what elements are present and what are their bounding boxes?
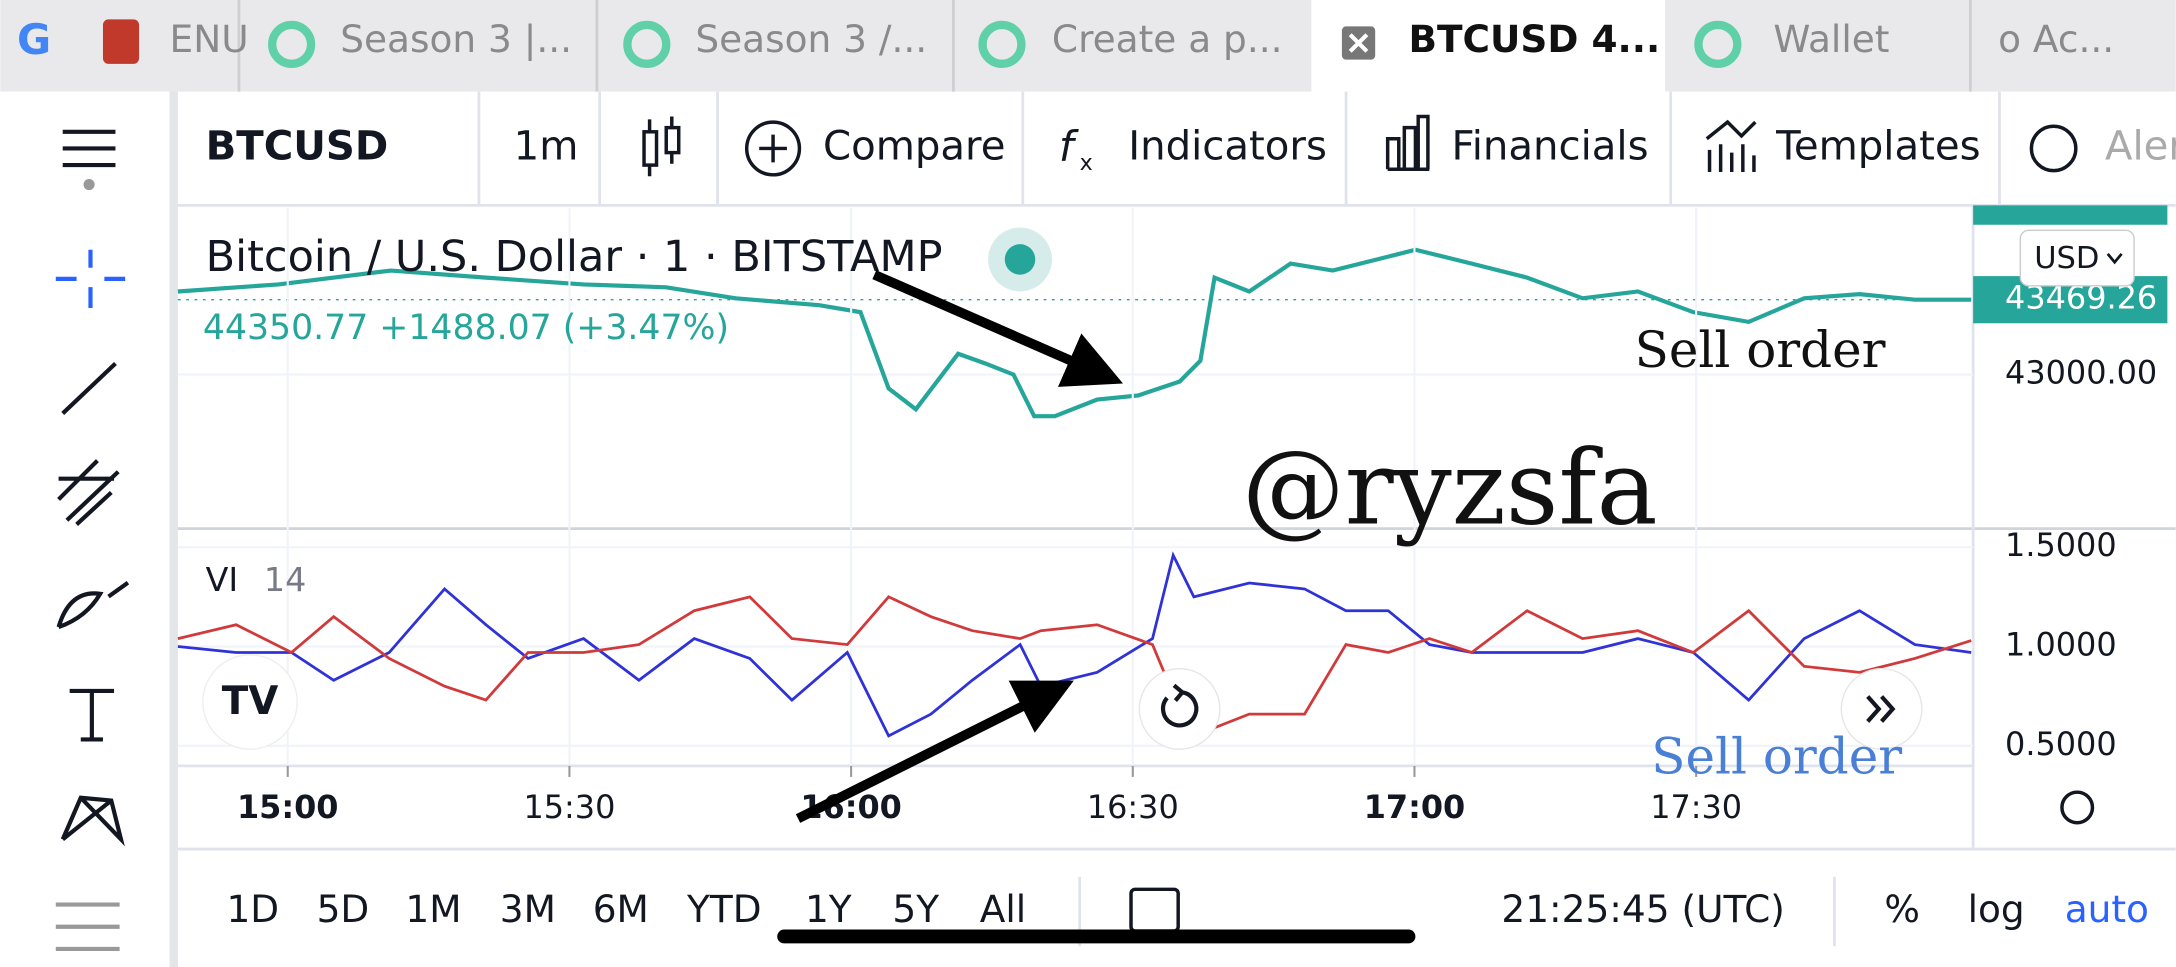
brush-tool[interactable] [56, 581, 130, 630]
tab-title[interactable]: Season 3 |... [340, 17, 572, 62]
y-tick-label: 0.5000 [2005, 725, 2117, 763]
line-tool[interactable] [61, 361, 117, 415]
status-dot [1004, 244, 1036, 275]
toolbar-item[interactable]: Aler [2105, 123, 2176, 169]
google-icon: G [17, 15, 51, 64]
price-label-top [1973, 205, 2168, 225]
y-tick-label: 1.5000 [2005, 526, 2117, 564]
interval[interactable]: 1m [514, 123, 579, 169]
top-toolbar: BTCUSD 1m f x Compare Indicators Financi… [177, 91, 2176, 207]
menu-icon[interactable] [62, 129, 116, 168]
scale-option[interactable]: % [1884, 887, 1920, 931]
compare-icon [744, 120, 802, 177]
compare-icon [759, 134, 787, 163]
range-button[interactable]: 5D [317, 887, 370, 931]
series-line [177, 551, 1972, 738]
arrow [872, 270, 1124, 387]
tab-icon [268, 20, 316, 68]
range-button[interactable]: 3M [500, 887, 556, 931]
annotation: Sell order [1635, 321, 1886, 379]
left-toolbar [0, 91, 178, 967]
reset-icon [1161, 683, 1199, 728]
text-tool[interactable] [69, 688, 115, 742]
overlay: Bitcoin / U.S. Dollar · 1 · BITSTAMP 443… [202, 205, 2168, 825]
range-button[interactable]: 1D [226, 887, 279, 931]
close-x [1348, 33, 1369, 53]
candle-icon[interactable] [642, 130, 659, 167]
y-tick-label: 43000.00 [2005, 354, 2157, 392]
range-button[interactable]: All [980, 887, 1026, 931]
tab-title[interactable]: BTCUSD 4... [1408, 17, 1660, 61]
range-button[interactable]: 1M [405, 887, 461, 931]
scroll-icon [1866, 695, 1896, 723]
x-tick-label: 16:30 [1087, 788, 1179, 826]
toolbar-item[interactable]: Financials [1451, 123, 1648, 169]
watermark: @ryzsfa [1242, 429, 1658, 548]
arrow [795, 680, 1074, 823]
series-line [177, 247, 1972, 419]
tab-icon [102, 19, 140, 64]
tab-title[interactable]: ENU [170, 17, 249, 61]
y-tick-label: 1.0000 [2005, 626, 2117, 664]
indicator-title: VI [206, 560, 239, 599]
x-tick-label: 15:30 [523, 788, 615, 826]
candle-icon [664, 125, 681, 155]
indicator-length: 14 [264, 560, 306, 599]
legend-values: 44350.77 +1488.07 (+3.47%) [203, 308, 729, 348]
x-tick-label: 17:30 [1650, 788, 1742, 826]
range-button[interactable]: 5Y [892, 887, 939, 931]
menu-dot [83, 178, 95, 191]
sidebar-bg [0, 91, 170, 967]
annotation: Sell order [1651, 727, 1902, 785]
candle-icon [647, 116, 674, 177]
chart-title: Bitcoin / U.S. Dollar · 1 · BITSTAMP [206, 232, 943, 282]
x-tick-label: 15:00 [237, 788, 339, 826]
range-button[interactable]: 1Y [805, 887, 852, 931]
fx-icon: f [1059, 122, 1079, 171]
reset-button[interactable] [1138, 668, 1221, 750]
settings-icon[interactable] [2060, 790, 2095, 825]
toolbar-item[interactable]: Indicators [1128, 123, 1327, 169]
tab-icon [1694, 20, 1742, 68]
dropdown-caret [2106, 253, 2123, 265]
tv-logo[interactable] [202, 654, 298, 750]
clock: 21:25:45 (UTC) [1501, 887, 1784, 931]
calendar-icon[interactable] [1129, 887, 1180, 933]
crosshair-icon[interactable] [55, 249, 126, 308]
pattern-tool[interactable] [60, 795, 125, 847]
range-button[interactable]: YTD [686, 887, 762, 931]
fx-icon: x [1080, 150, 1093, 176]
measure-tool[interactable] [55, 902, 120, 952]
tab-title[interactable]: Wallet [1773, 17, 1889, 61]
tv-logo-text: TV [222, 679, 279, 724]
fib-tool[interactable] [57, 459, 120, 526]
toolbar-item[interactable]: Compare [823, 123, 1005, 169]
sidebar-border [169, 91, 178, 967]
currency[interactable]: USD [2034, 241, 2099, 276]
tab-title[interactable]: Create a p... [1052, 17, 1283, 61]
scale-option[interactable]: auto [2065, 887, 2149, 931]
x-tick-label: 17:00 [1364, 788, 1466, 826]
toolbar-item[interactable]: Templates [1775, 123, 1980, 169]
templates-icon [1705, 119, 1757, 173]
range-button[interactable]: 6M [593, 887, 649, 931]
tab-title[interactable]: o Ac... [1998, 17, 2114, 61]
currency-select[interactable] [2019, 229, 2135, 287]
alert-icon [2029, 124, 2078, 173]
series-line [177, 595, 1972, 738]
tab-bar: G ENU Season 3 |... Season 3 /... Create… [0, 0, 2176, 92]
tab-icon [978, 20, 1026, 68]
tab-icon [623, 20, 671, 68]
tab-bar-bg [0, 0, 2176, 92]
bottom-bar: 21:25:45 (UTC) 1D 5D 1M 3M 6M YTD 1Y 5Y All% log a… [226, 876, 2149, 947]
tab-title[interactable]: Season 3 /... [695, 17, 927, 61]
scale-option[interactable]: log [1968, 887, 2025, 931]
financials-icon [1385, 114, 1430, 171]
symbol[interactable]: BTCUSD [206, 123, 389, 169]
